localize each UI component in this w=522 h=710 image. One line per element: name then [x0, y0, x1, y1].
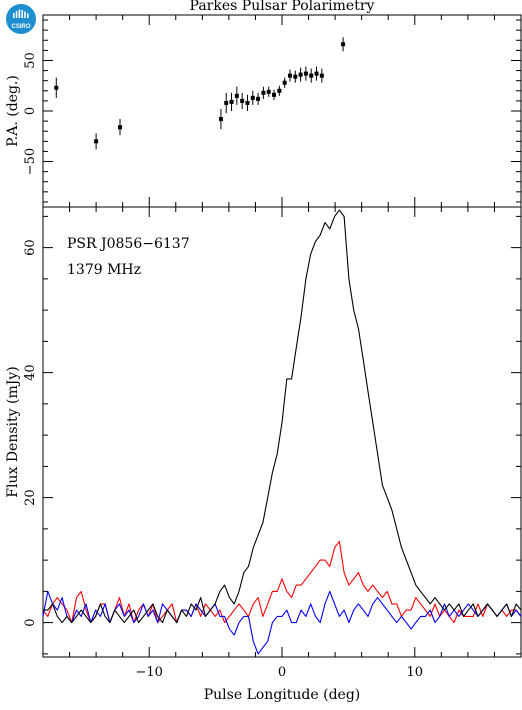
- pa-point: [224, 92, 229, 114]
- pa-point: [240, 92, 245, 109]
- pa-point: [341, 37, 346, 52]
- flux-axis-label: Flux Density (mJy): [5, 366, 21, 497]
- profile-y-tick-label: 40: [23, 364, 38, 381]
- x-tick-label: 0: [278, 665, 286, 680]
- pa-point: [303, 66, 308, 81]
- pa-point: [229, 92, 234, 111]
- pa-point: [245, 94, 250, 111]
- pa-marker: [261, 90, 266, 95]
- pa-marker: [234, 93, 239, 98]
- profile-y-tick-label: 20: [23, 489, 38, 506]
- pa-marker: [293, 74, 298, 79]
- csiro-logo-mark: [13, 9, 29, 18]
- pa-marker: [341, 42, 346, 47]
- pa-marker: [224, 100, 229, 105]
- csiro-logo-text: CSIRO: [11, 24, 30, 30]
- linear-polarization-line: [42, 540, 522, 624]
- csiro-logo-badge: [6, 4, 36, 34]
- pa-point: [218, 108, 223, 130]
- profile-y-tick-label: 60: [23, 239, 38, 256]
- pa-marker: [277, 88, 282, 93]
- pa-marker: [54, 85, 59, 90]
- pa-marker: [229, 99, 234, 104]
- pa-marker: [303, 71, 308, 76]
- pa-point: [319, 68, 324, 83]
- pa-point: [54, 77, 59, 98]
- pa-point: [298, 67, 303, 82]
- circular-polarization-line: [42, 590, 522, 655]
- pa-marker: [245, 100, 250, 105]
- pa-y-tick-label: −50: [23, 148, 38, 175]
- profile-y-tick-label: 0: [23, 618, 38, 626]
- pa-marker: [309, 73, 314, 78]
- pa-marker: [240, 98, 245, 103]
- pa-point: [234, 86, 239, 105]
- pa-point: [293, 70, 298, 83]
- pa-point: [118, 119, 123, 136]
- frequency-annotation: 1379 MHz: [67, 262, 141, 278]
- profile-series: [42, 209, 522, 655]
- pa-panel: −50 0 50 P.A. (deg.): [5, 14, 522, 208]
- pa-points: [54, 37, 346, 150]
- pa-point: [277, 85, 282, 96]
- pa-marker: [94, 139, 99, 144]
- pa-panel-frame: [42, 14, 522, 208]
- pulsar-name-annotation: PSR J0856−6137: [67, 236, 190, 252]
- x-tick-label: 10: [407, 665, 424, 680]
- chart-title: Parkes Pulsar Polarimetry: [190, 0, 375, 14]
- x-tick-label: −10: [136, 665, 163, 680]
- profile-ticks: 0 20 40 60: [23, 207, 522, 657]
- pa-marker: [319, 73, 324, 78]
- pa-marker: [282, 80, 287, 85]
- pa-point: [272, 89, 277, 100]
- pa-point: [250, 90, 255, 105]
- pa-point: [261, 86, 266, 99]
- pa-point: [256, 92, 261, 105]
- pa-marker: [287, 73, 292, 78]
- x-axis-label: Pulse Longitude (deg): [204, 687, 361, 703]
- pa-axis-label: P.A. (deg.): [5, 75, 21, 147]
- pa-marker: [266, 89, 271, 94]
- pa-marker: [298, 72, 303, 77]
- pa-marker: [272, 92, 277, 97]
- pa-marker: [256, 96, 261, 101]
- pa-y-tick-label: 0: [23, 107, 38, 115]
- x-tick-labels: −10 0 10: [136, 665, 424, 680]
- pa-point: [287, 69, 292, 82]
- pa-y-tick-label: 50: [23, 52, 38, 69]
- pa-ticks: −50 0 50: [23, 15, 522, 207]
- profile-panel: 0 20 40 60 PSR J0856−6137 1379 MHz Flux Den…: [5, 206, 522, 658]
- pa-point: [94, 133, 99, 150]
- pa-marker: [218, 117, 223, 122]
- pa-point: [282, 77, 287, 88]
- pa-marker: [314, 71, 319, 76]
- total-intensity-line: [43, 209, 522, 624]
- pa-marker: [250, 95, 255, 100]
- pa-point: [266, 86, 271, 97]
- csiro-logo: CSIRO: [6, 4, 36, 34]
- pa-marker: [118, 125, 123, 130]
- pa-point: [314, 66, 319, 81]
- pa-point: [309, 68, 314, 83]
